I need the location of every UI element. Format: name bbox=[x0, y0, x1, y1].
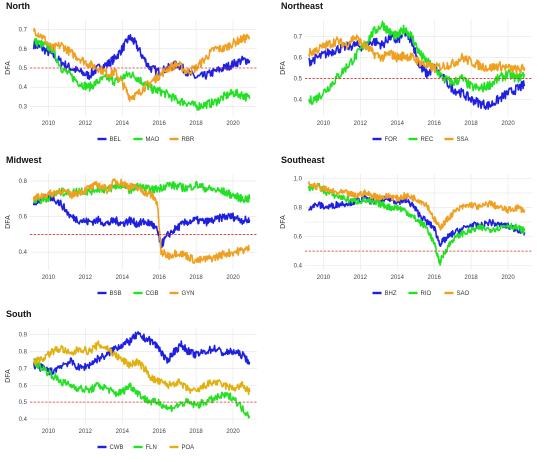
north-ytick-label: 0.7 bbox=[19, 28, 28, 34]
south-xtick-label: 2020 bbox=[226, 429, 240, 435]
panel-southeast: Southeast 0.4 0.6 0.8 1.0 2010 2012 2014 2016 201… bbox=[275, 154, 550, 308]
chart-north: North 0.3 0.4 0.5 0.6 0.7 2010 2012 2014 2016 2018… bbox=[5, 1, 257, 143]
midwest-ytick-label: 0.4 bbox=[19, 250, 28, 256]
north-ylabel: DFA bbox=[5, 61, 12, 75]
south-legend-label-fln: FLN bbox=[146, 445, 157, 451]
south-series-cwb bbox=[32, 331, 251, 376]
midwest-ytick-label: 0.8 bbox=[19, 179, 28, 185]
northeast-ytick-label: 0.5 bbox=[294, 76, 303, 82]
northeast-ytick-label: 0.6 bbox=[294, 56, 303, 62]
northeast-legend-label-ssa: SSA bbox=[457, 137, 469, 143]
north-legend-label-bel: BEL bbox=[110, 137, 122, 143]
south-ytick-label: 0.4 bbox=[19, 417, 28, 423]
north-xtick-label: 2014 bbox=[116, 121, 130, 127]
panel-midwest: Midwest 0.4 0.6 0.8 2010 2012 2014 2016 2018 2020… bbox=[0, 154, 275, 308]
midwest-ytick-label: 0.6 bbox=[19, 215, 28, 221]
southeast-legend-label-sao: SAO bbox=[457, 291, 470, 297]
north-legend-label-rbr: RBR bbox=[182, 137, 195, 143]
south-xtick-label: 2012 bbox=[79, 429, 93, 435]
southeast-xtick-label: 2012 bbox=[354, 275, 368, 281]
north-xtick-label: 2018 bbox=[189, 121, 203, 127]
south-legend-label-poa: POA bbox=[182, 445, 195, 451]
midwest-title: Midwest bbox=[6, 155, 42, 165]
north-legend-label-mao: MAO bbox=[146, 137, 160, 143]
south-ylabel: DFA bbox=[5, 369, 12, 383]
northeast-xtick-label: 2010 bbox=[317, 121, 331, 127]
southeast-series-sao bbox=[307, 181, 526, 231]
panel-northeast: Northeast 0.4 0.5 0.6 0.7 2010 2012 2014 2016 201… bbox=[275, 0, 550, 154]
south-title: South bbox=[6, 309, 32, 319]
south-xtick-label: 2016 bbox=[153, 429, 167, 435]
south-legend-label-cwb: CWB bbox=[110, 445, 124, 451]
southeast-legend-label-bhz: BHZ bbox=[385, 291, 397, 297]
north-xtick-label: 2010 bbox=[42, 121, 56, 127]
northeast-xtick-label: 2012 bbox=[354, 121, 368, 127]
northeast-ytick-label: 0.7 bbox=[294, 35, 303, 41]
midwest-legend-label-cgb: CGB bbox=[146, 291, 159, 297]
southeast-ylabel: DFA bbox=[280, 215, 287, 229]
midwest-xtick-label: 2012 bbox=[79, 275, 93, 281]
north-ytick-label: 0.5 bbox=[19, 66, 28, 72]
south-ytick-label: 0.9 bbox=[19, 333, 28, 339]
midwest-ylabel: DFA bbox=[5, 215, 12, 229]
chart-northeast: Northeast 0.4 0.5 0.6 0.7 2010 2012 2014 2016 201… bbox=[280, 1, 532, 143]
midwest-xtick-label: 2020 bbox=[226, 275, 240, 281]
north-xtick-label: 2016 bbox=[153, 121, 167, 127]
south-xtick-label: 2014 bbox=[116, 429, 130, 435]
northeast-ylabel: DFA bbox=[280, 61, 287, 75]
northeast-legend-label-rec: REC bbox=[421, 137, 434, 143]
southeast-xtick-label: 2014 bbox=[391, 275, 405, 281]
midwest-xtick-label: 2014 bbox=[116, 275, 130, 281]
midwest-series-bsb bbox=[32, 193, 251, 249]
northeast-legend-label-for: FOR bbox=[385, 137, 398, 143]
south-series-poa bbox=[32, 340, 251, 396]
northeast-title: Northeast bbox=[281, 1, 323, 11]
south-ytick-label: 0.5 bbox=[19, 400, 28, 406]
north-ytick-label: 0.4 bbox=[19, 85, 28, 91]
southeast-xtick-label: 2016 bbox=[428, 275, 442, 281]
chart-southeast: Southeast 0.4 0.6 0.8 1.0 2010 2012 2014 2016 201… bbox=[280, 155, 532, 297]
north-title: North bbox=[6, 1, 30, 11]
north-ytick-label: 0.6 bbox=[19, 47, 28, 53]
south-series-fln bbox=[33, 357, 251, 419]
panel-south: South 0.4 0.5 0.6 0.7 0.8 0.9 2010 2012 2014 2016 2… bbox=[0, 308, 275, 462]
northeast-ytick-label: 0.4 bbox=[294, 97, 303, 103]
north-ytick-label: 0.3 bbox=[19, 104, 28, 110]
south-xtick-label: 2018 bbox=[189, 429, 203, 435]
northeast-xtick-label: 2018 bbox=[464, 121, 478, 127]
southeast-ytick-label: 0.6 bbox=[294, 235, 303, 241]
midwest-xtick-label: 2016 bbox=[153, 275, 167, 281]
northeast-series-ssa bbox=[307, 34, 526, 75]
northeast-xtick-label: 2014 bbox=[391, 121, 405, 127]
north-series-bel bbox=[32, 34, 251, 81]
southeast-ytick-label: 1.0 bbox=[294, 176, 303, 182]
northeast-xtick-label: 2020 bbox=[501, 121, 515, 127]
midwest-xtick-label: 2018 bbox=[189, 275, 203, 281]
north-series-rbr bbox=[32, 27, 251, 102]
midwest-series-gyn bbox=[32, 178, 251, 264]
northeast-xtick-label: 2016 bbox=[428, 121, 442, 127]
southeast-xtick-label: 2010 bbox=[317, 275, 331, 281]
northeast-series-rec bbox=[307, 20, 526, 106]
midwest-xtick-label: 2010 bbox=[42, 275, 56, 281]
south-xtick-label: 2010 bbox=[42, 429, 56, 435]
north-xtick-label: 2012 bbox=[79, 121, 93, 127]
south-ytick-label: 0.6 bbox=[19, 383, 28, 389]
south-ytick-label: 0.7 bbox=[19, 366, 28, 372]
southeast-title: Southeast bbox=[281, 155, 325, 165]
chart-midwest: Midwest 0.4 0.6 0.8 2010 2012 2014 2016 2018 2020… bbox=[5, 155, 257, 297]
southeast-series-rio bbox=[307, 182, 526, 266]
chart-south: South 0.4 0.5 0.6 0.7 0.8 0.9 2010 2012 2014 2016 2… bbox=[5, 309, 257, 451]
southeast-xtick-label: 2018 bbox=[464, 275, 478, 281]
north-xtick-label: 2020 bbox=[226, 121, 240, 127]
midwest-legend-label-gyn: GYN bbox=[182, 291, 195, 297]
midwest-legend-label-bsb: BSB bbox=[110, 291, 122, 297]
southeast-ytick-label: 0.4 bbox=[294, 264, 303, 270]
southeast-ytick-label: 0.8 bbox=[294, 205, 303, 211]
southeast-legend-label-rio: RIO bbox=[421, 291, 432, 297]
south-ytick-label: 0.8 bbox=[19, 350, 28, 356]
north-series-mao bbox=[33, 37, 251, 111]
panel-north: North 0.3 0.4 0.5 0.6 0.7 2010 2012 2014 2016 2018… bbox=[0, 0, 275, 154]
southeast-xtick-label: 2020 bbox=[501, 275, 515, 281]
